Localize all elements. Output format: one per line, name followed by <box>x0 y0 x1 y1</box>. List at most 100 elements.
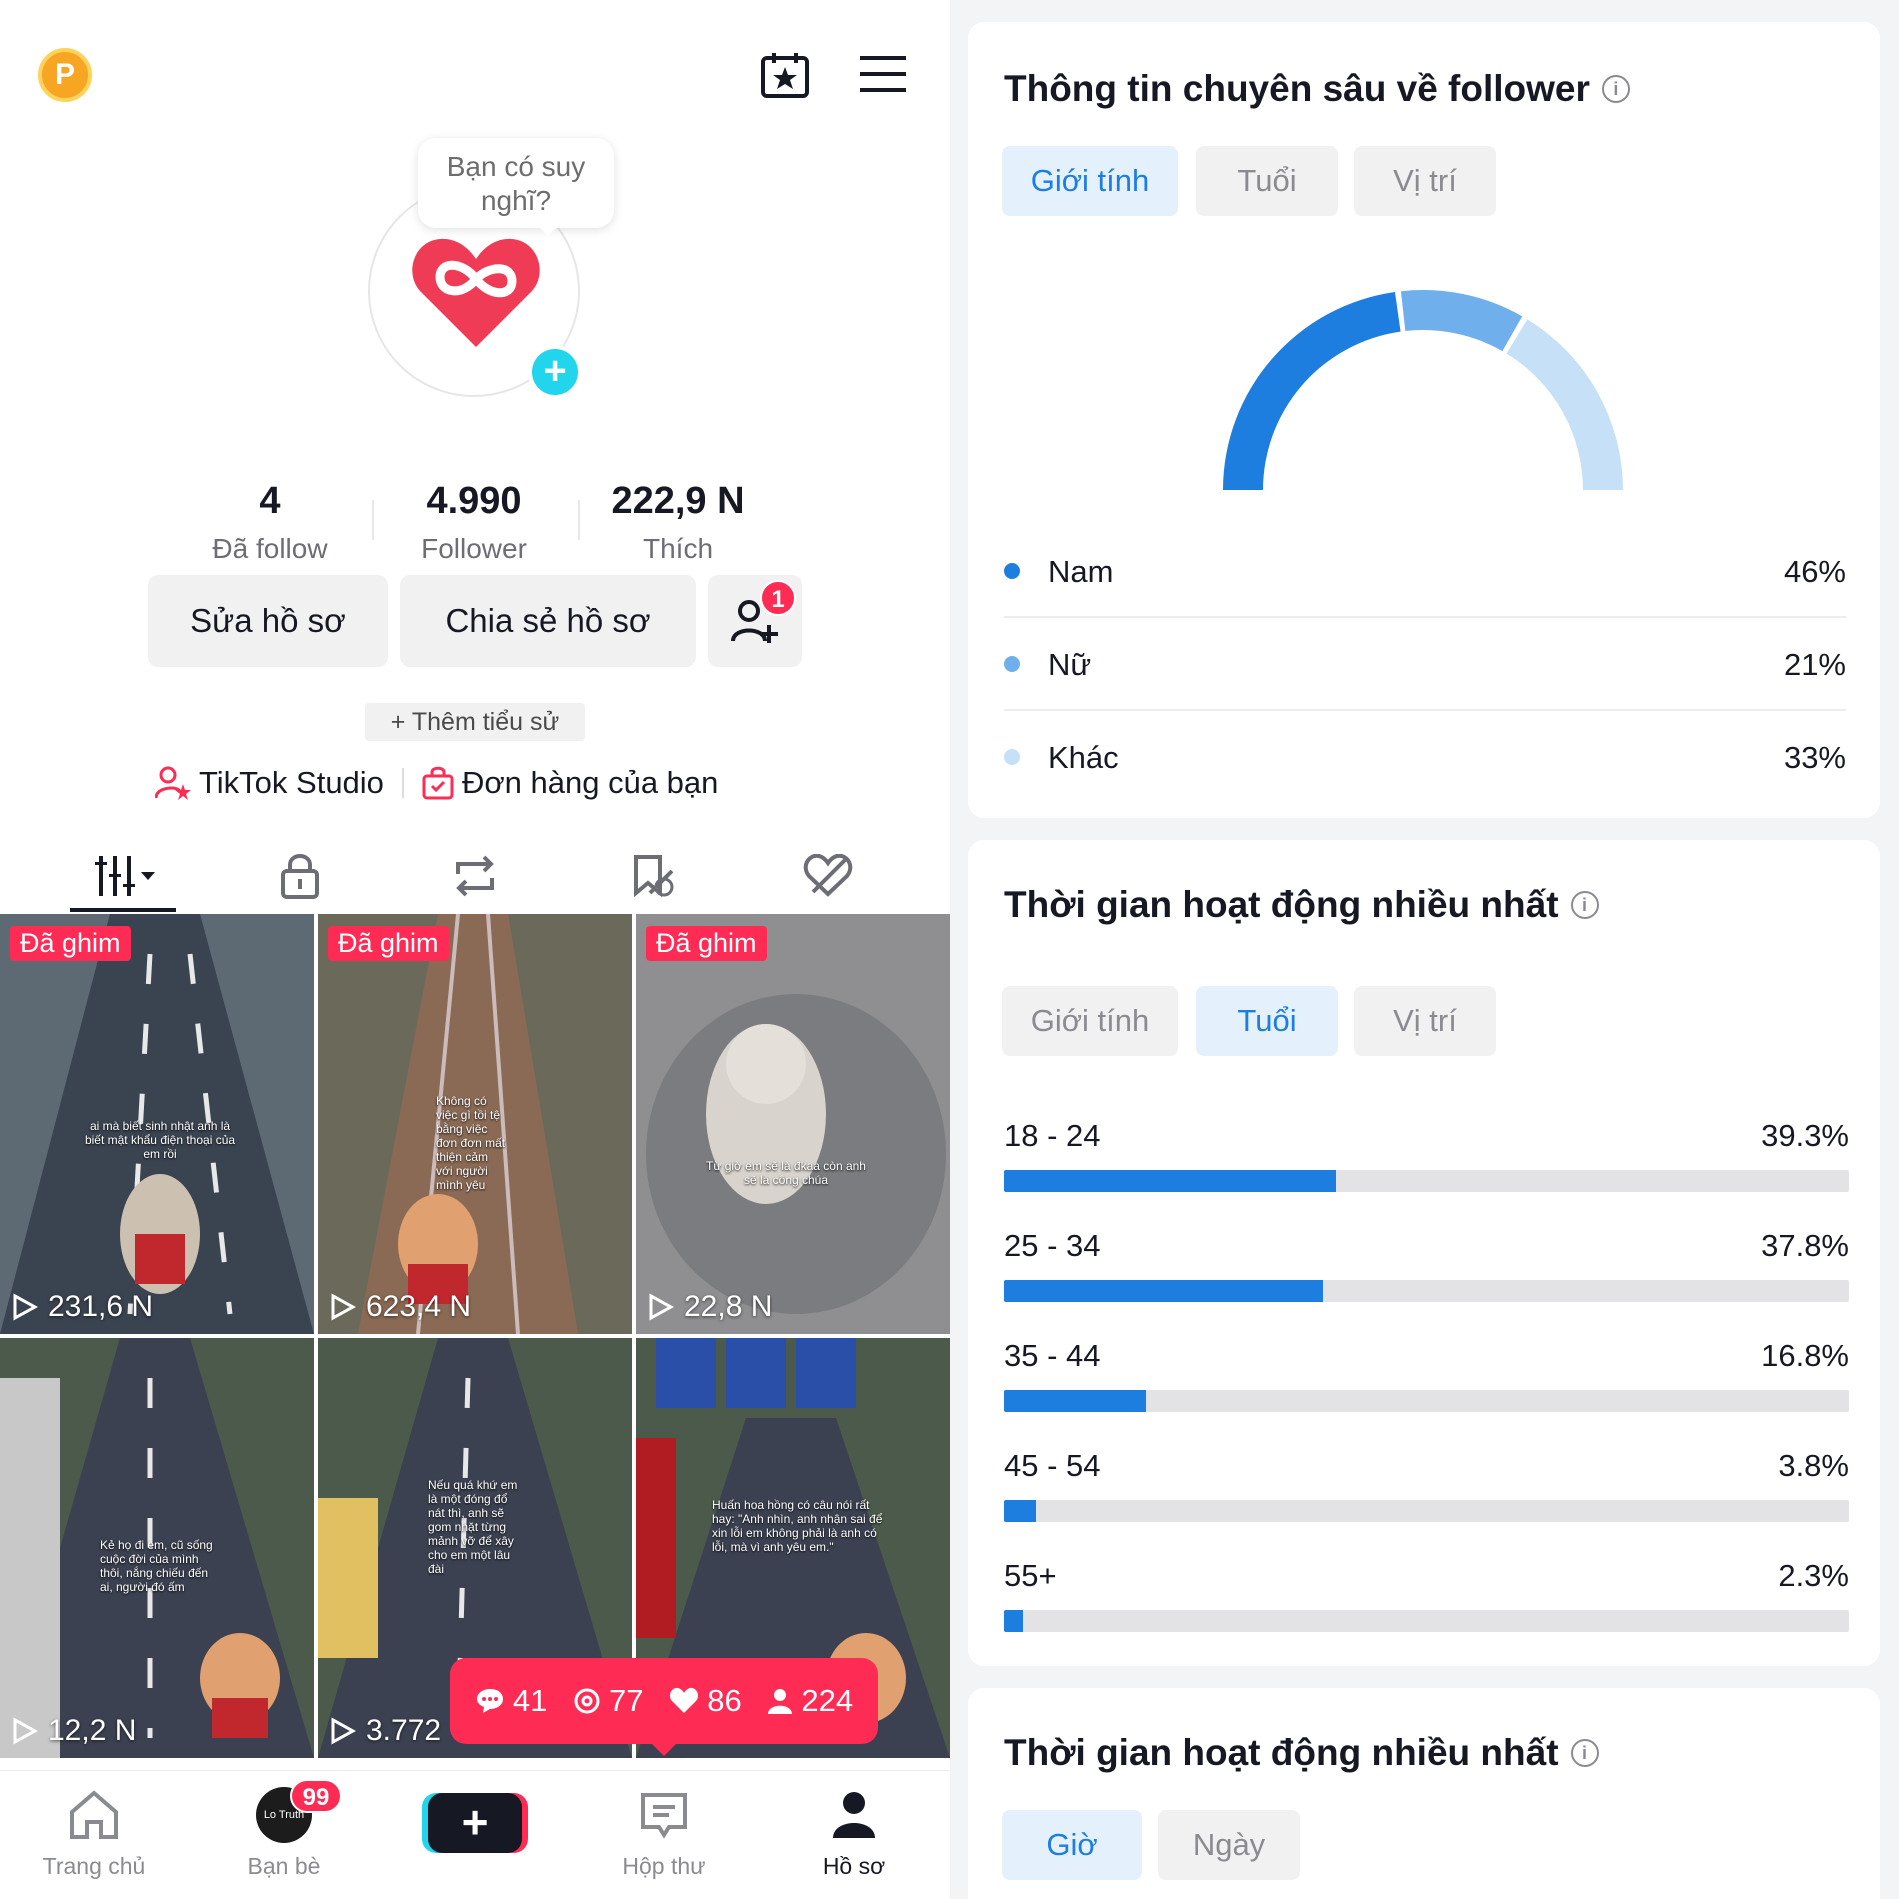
video-thumbnail <box>0 1338 314 1758</box>
liked-hidden-icon <box>803 854 853 897</box>
stat-label: Thích <box>642 533 714 564</box>
orders-link[interactable]: Đơn hàng của bạn <box>422 765 718 801</box>
calendar-star-icon[interactable] <box>760 50 810 105</box>
video-thumbnail <box>0 914 314 1334</box>
age-bar-fill <box>1004 1280 1324 1302</box>
view-count: 231,6 N <box>12 1290 153 1324</box>
video-thumbnail <box>636 914 950 1334</box>
age-range: 35 - 44 <box>1004 1338 1101 1373</box>
shopping-bag-icon <box>422 766 454 800</box>
studio-label: TikTok Studio <box>199 765 384 800</box>
chip-gender[interactable]: Giới tính <box>1002 146 1178 216</box>
tiktok-studio-link[interactable]: TikTok Studio <box>155 765 384 801</box>
video-tile[interactable]: Đã ghim Từ giờ em sẽ là đkaa còn anh sẽ … <box>636 914 950 1334</box>
add-avatar-button[interactable]: + <box>528 345 582 399</box>
add-friend-button[interactable] <box>708 575 802 667</box>
legend-dot <box>1004 656 1020 672</box>
chip-location[interactable]: Vị trí <box>1354 146 1496 216</box>
activity-time-card: Thời gian hoạt động nhiều nhất i Giờ Ngà… <box>968 1688 1880 1899</box>
age-percent: 37.8% <box>1761 1228 1849 1263</box>
comments-value: 41 <box>512 1683 548 1718</box>
video-tile[interactable]: Kẻ họ đi em, cũ sống cuộc đời của mình t… <box>0 1338 314 1758</box>
nav-profile[interactable]: Hồ sơ <box>774 1787 934 1880</box>
tab-favorites[interactable] <box>603 840 703 912</box>
chip-gender[interactable]: Giới tính <box>1002 986 1178 1056</box>
comments-count: 41 <box>475 1683 547 1719</box>
mentions-value: 77 <box>609 1683 644 1718</box>
menu-icon[interactable] <box>860 56 906 97</box>
chip-location[interactable]: Vị trí <box>1354 986 1496 1056</box>
likes-value: 86 <box>707 1683 742 1718</box>
nav-home[interactable]: Trang chủ <box>14 1787 174 1880</box>
mention-icon <box>574 1688 600 1714</box>
chip-age[interactable]: Tuổi <box>1196 146 1338 216</box>
videos-grid-icon <box>95 856 155 896</box>
pinned-badge: Đã ghim <box>646 926 767 961</box>
edit-profile-button[interactable]: Sửa hồ sơ <box>148 575 388 667</box>
tab-reposts[interactable] <box>425 840 525 912</box>
thought-bubble[interactable]: Bạn có suy nghĩ? <box>418 138 614 236</box>
chip-age[interactable]: Tuổi <box>1196 986 1338 1056</box>
view-count: 623,4 N <box>330 1290 471 1324</box>
age-row: 55+ 2.3% <box>1004 1558 1849 1648</box>
person-icon <box>768 1689 793 1714</box>
play-icon <box>13 1717 38 1745</box>
home-icon <box>70 1790 118 1839</box>
chip-hour[interactable]: Giờ <box>1002 1810 1142 1880</box>
view-count: 3.772 <box>330 1714 441 1748</box>
age-percent: 3.8% <box>1778 1448 1849 1483</box>
video-caption: Huấn hoa hồng có câu nói rất hay: "Anh n… <box>712 1498 883 1554</box>
age-row: 25 - 34 37.8% <box>1004 1228 1849 1318</box>
age-row: 35 - 44 16.8% <box>1004 1338 1849 1428</box>
likes-count: 86 <box>669 1683 742 1719</box>
age-bar-track <box>1004 1390 1849 1412</box>
legend-row-other: Khác 33% <box>1004 712 1846 804</box>
info-icon[interactable]: i <box>1601 75 1630 103</box>
play-icon <box>331 1293 356 1321</box>
card-title: Thông tin chuyên sâu về follower i <box>1004 68 1630 110</box>
age-bar-track <box>1004 1500 1849 1522</box>
card-title-text: Thời gian hoạt động nhiều nhất <box>1004 884 1559 925</box>
gauge-segment-khác <box>1506 319 1623 490</box>
info-icon[interactable]: i <box>1570 1739 1599 1767</box>
view-count-value: 623,4 N <box>366 1290 472 1323</box>
video-caption: ai mà biết sinh nhật anh là biết mật khẩ… <box>84 1119 236 1161</box>
lock-icon <box>281 854 319 899</box>
orders-label: Đơn hàng của bạn <box>461 765 719 800</box>
heart-icon <box>670 1687 699 1713</box>
gauge-segment-nam <box>1223 291 1401 490</box>
nav-inbox[interactable]: Hộp thư <box>584 1787 744 1880</box>
followers-value: 224 <box>801 1683 854 1718</box>
chip-day[interactable]: Ngày <box>1158 1810 1300 1880</box>
legend-percent: 21% <box>1783 647 1846 682</box>
friends-badge: 99 <box>290 1779 342 1813</box>
info-icon[interactable]: i <box>1570 891 1599 919</box>
coin-icon[interactable]: P <box>38 48 92 102</box>
stat-followers[interactable]: 4.990 Follower <box>374 480 574 565</box>
play-icon <box>13 1293 38 1321</box>
profile-links: TikTok Studio Đơn hàng của bạn <box>155 760 718 806</box>
card-title: Thời gian hoạt động nhiều nhất i <box>1004 884 1599 926</box>
video-tile[interactable]: Đã ghim Không có việc gì tồi tệ bằng việ… <box>318 914 632 1334</box>
tab-private[interactable] <box>250 840 350 912</box>
share-profile-button[interactable]: Chia sẻ hồ sơ <box>400 575 696 667</box>
age-range: 18 - 24 <box>1004 1118 1101 1153</box>
tab-liked[interactable] <box>778 840 878 912</box>
add-bio-button[interactable]: + Thêm tiểu sử <box>365 703 585 741</box>
legend-percent: 46% <box>1783 554 1846 589</box>
gauge-segment-nữ <box>1400 290 1523 352</box>
stat-likes[interactable]: 222,9 N Thích <box>578 480 778 565</box>
tab-videos[interactable] <box>72 840 172 912</box>
create-button[interactable]: + <box>428 1793 522 1853</box>
bottom-navigation: Trang chủ Lo Truth Bạn bè 99 + Hộp thư H… <box>0 1770 950 1899</box>
stat-following[interactable]: 4 Đã follow <box>170 480 370 565</box>
inbox-icon <box>641 1793 687 1839</box>
play-icon <box>331 1717 356 1745</box>
video-tile[interactable]: Đã ghim ai mà biết sinh nhật anh là biết… <box>0 914 314 1334</box>
video-tile[interactable]: Nếu quá khứ em là một đóng đổ nát thì, a… <box>318 1338 632 1758</box>
divider <box>578 500 580 540</box>
followers-count: 224 <box>767 1683 853 1719</box>
notification-toast[interactable]: 41 77 86 224 <box>450 1658 878 1756</box>
add-user-icon <box>731 600 778 643</box>
view-count-value: 22,8 N <box>684 1290 773 1323</box>
